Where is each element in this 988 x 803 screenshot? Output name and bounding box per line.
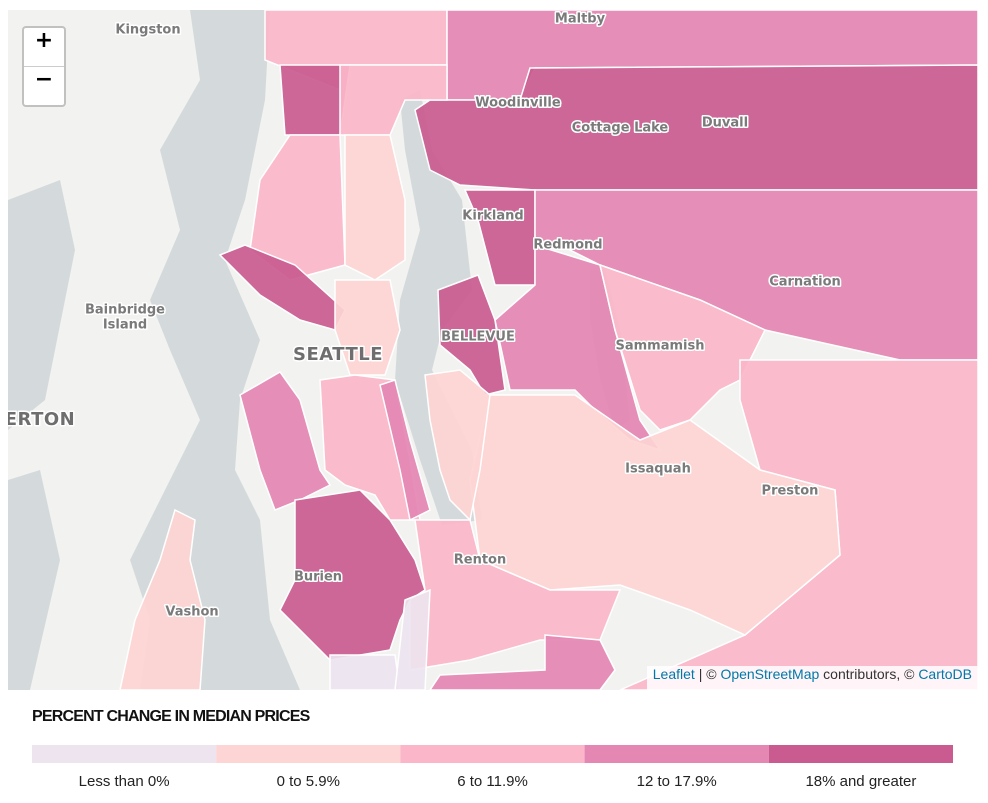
place-label: Maltby — [555, 12, 606, 27]
place-label: Redmond — [533, 238, 602, 253]
legend-swatch — [768, 745, 953, 763]
leaflet-link[interactable]: Leaflet — [652, 666, 695, 682]
water — [8, 180, 75, 430]
place-label: Cottage Lake — [572, 121, 669, 136]
legend: Less than 0% 0 to 5.9% 6 to 11.9% 12 to 17.… — [32, 745, 953, 790]
legend-swatch — [584, 745, 769, 763]
legend-title: PERCENT CHANGE IN MEDIAN PRICES — [32, 708, 310, 725]
zoom-in-button[interactable]: + — [34, 28, 54, 53]
zone — [394, 588, 431, 690]
zone — [119, 508, 206, 690]
place-label: Kirkland — [462, 209, 523, 224]
zone — [463, 189, 536, 286]
legend-label: 18% and greater — [805, 773, 916, 790]
place-label: Sammamish — [616, 339, 705, 354]
legend-swatch — [400, 745, 585, 763]
place-label: SEATTLE — [293, 344, 383, 365]
legend-label: 6 to 11.9% — [457, 773, 528, 790]
zone — [598, 263, 767, 431]
zone — [239, 371, 332, 511]
zone — [379, 379, 431, 522]
map: Kingston Maltby Woodinville Cottage Lake Duv… — [5, 10, 978, 690]
place-labels: Kingston Maltby Woodinville Cottage Lake Duv… — [5, 10, 842, 621]
legend-swatch — [32, 745, 217, 763]
zone — [329, 654, 401, 690]
place-label: Woodinville — [475, 96, 561, 111]
cartodb-link[interactable]: CartoDB — [918, 666, 972, 682]
place-label: Renton — [454, 553, 506, 568]
place-label: Island — [103, 318, 147, 333]
zoom-out-button[interactable]: − — [24, 66, 64, 105]
place-label: Duvall — [702, 116, 748, 131]
osm-link[interactable]: OpenStreetMap — [720, 666, 820, 682]
zones — [119, 10, 978, 690]
legend-label: 12 to 17.9% — [637, 773, 717, 790]
zone — [334, 279, 401, 376]
zoom-control: + − — [22, 26, 66, 107]
zone — [437, 274, 506, 396]
place-label: Carnation — [769, 275, 841, 290]
place-label: Issaquah — [625, 462, 691, 477]
place-label: BELLEVUE — [441, 330, 515, 345]
legend-swatch — [216, 745, 401, 763]
zone — [414, 64, 978, 191]
zone — [429, 634, 616, 690]
attribution: Leaflet | © OpenStreetMap contributors, … — [646, 666, 978, 690]
map-base: Kingston Maltby Woodinville Cottage Lake Duv… — [5, 10, 978, 690]
place-label: Preston — [762, 484, 819, 499]
zone — [344, 134, 406, 281]
place-label: Bainbridge — [85, 303, 165, 318]
legend-label: Less than 0% — [79, 773, 170, 790]
place-label: Kingston — [115, 23, 180, 38]
place-label: Burien — [294, 570, 342, 585]
place-label: Vashon — [165, 605, 218, 620]
place-label: ERTON — [5, 409, 76, 430]
water — [8, 470, 60, 690]
attribution-text: contributors, © — [819, 666, 919, 682]
attribution-text: | © — [694, 666, 721, 682]
legend-label: 0 to 5.9% — [277, 773, 340, 790]
